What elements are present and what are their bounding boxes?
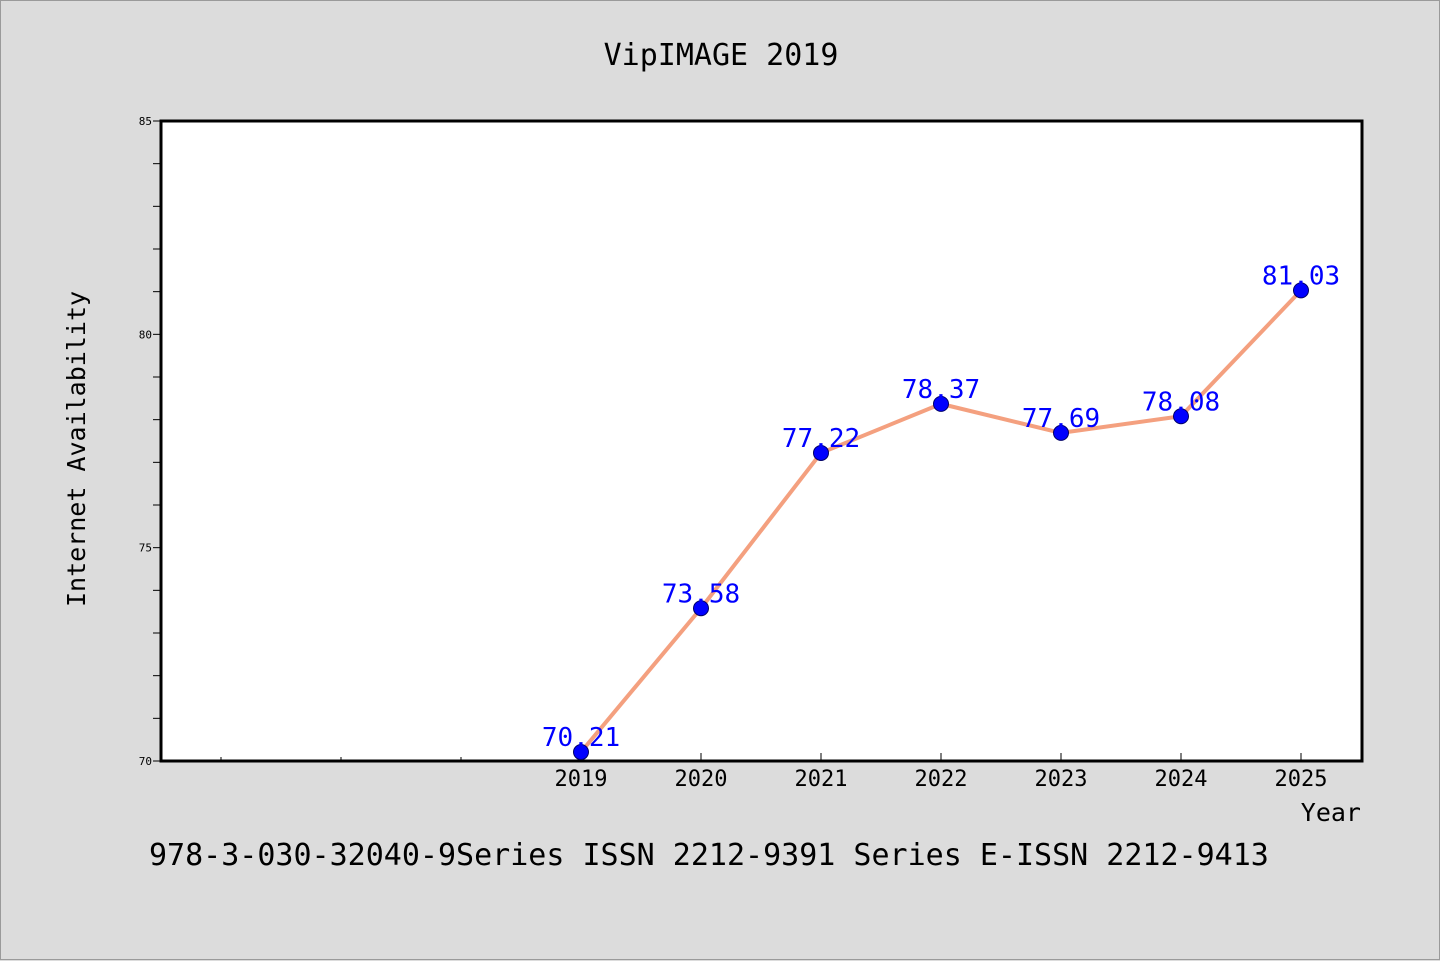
series-layer	[573, 282, 1309, 761]
x-tick-label: 2024	[1155, 767, 1208, 792]
plot-area	[159, 119, 1364, 763]
data-point	[573, 744, 589, 761]
x-tick-label: 2025	[1275, 767, 1328, 792]
data-label: 81.03	[1262, 261, 1340, 291]
y-tick-label: 85	[139, 115, 152, 128]
data-label: 78.37	[902, 375, 980, 405]
x-axis: 2019 2020 2021 2022 2023 2024 2025	[220, 753, 1328, 792]
x-tick-label: 2020	[675, 767, 728, 792]
data-label: 73.58	[662, 579, 740, 609]
data-label: 77.22	[782, 424, 860, 454]
data-point	[1053, 424, 1069, 441]
data-label: 78.08	[1142, 387, 1220, 417]
data-point	[933, 395, 949, 412]
y-tick-label: 80	[139, 328, 152, 341]
chart-title: VipIMAGE 2019	[604, 38, 839, 73]
x-tick-label: 2022	[915, 767, 968, 792]
data-point	[813, 444, 829, 461]
y-axis: 70 75 80 85	[139, 115, 161, 768]
y-tick-label: 70	[139, 755, 152, 768]
y-axis-title: Internet Availability	[62, 291, 91, 607]
x-tick-label: 2021	[795, 767, 848, 792]
data-point	[693, 600, 709, 617]
x-axis-title: Year	[1301, 798, 1361, 827]
data-point	[1293, 282, 1309, 299]
data-point	[1173, 408, 1189, 425]
data-label: 70.21	[542, 723, 620, 753]
footer-text: 978-3-030-32040-9Series ISSN 2212-9391 S…	[149, 838, 1269, 873]
x-tick-label: 2019	[555, 767, 608, 792]
data-label: 77.69	[1022, 404, 1100, 434]
x-tick-label: 2023	[1035, 767, 1088, 792]
data-label-layer: 70.21 73.58 77.22 78.37 77.69 78.08 81.03	[542, 261, 1340, 753]
y-tick-label: 75	[139, 542, 152, 555]
